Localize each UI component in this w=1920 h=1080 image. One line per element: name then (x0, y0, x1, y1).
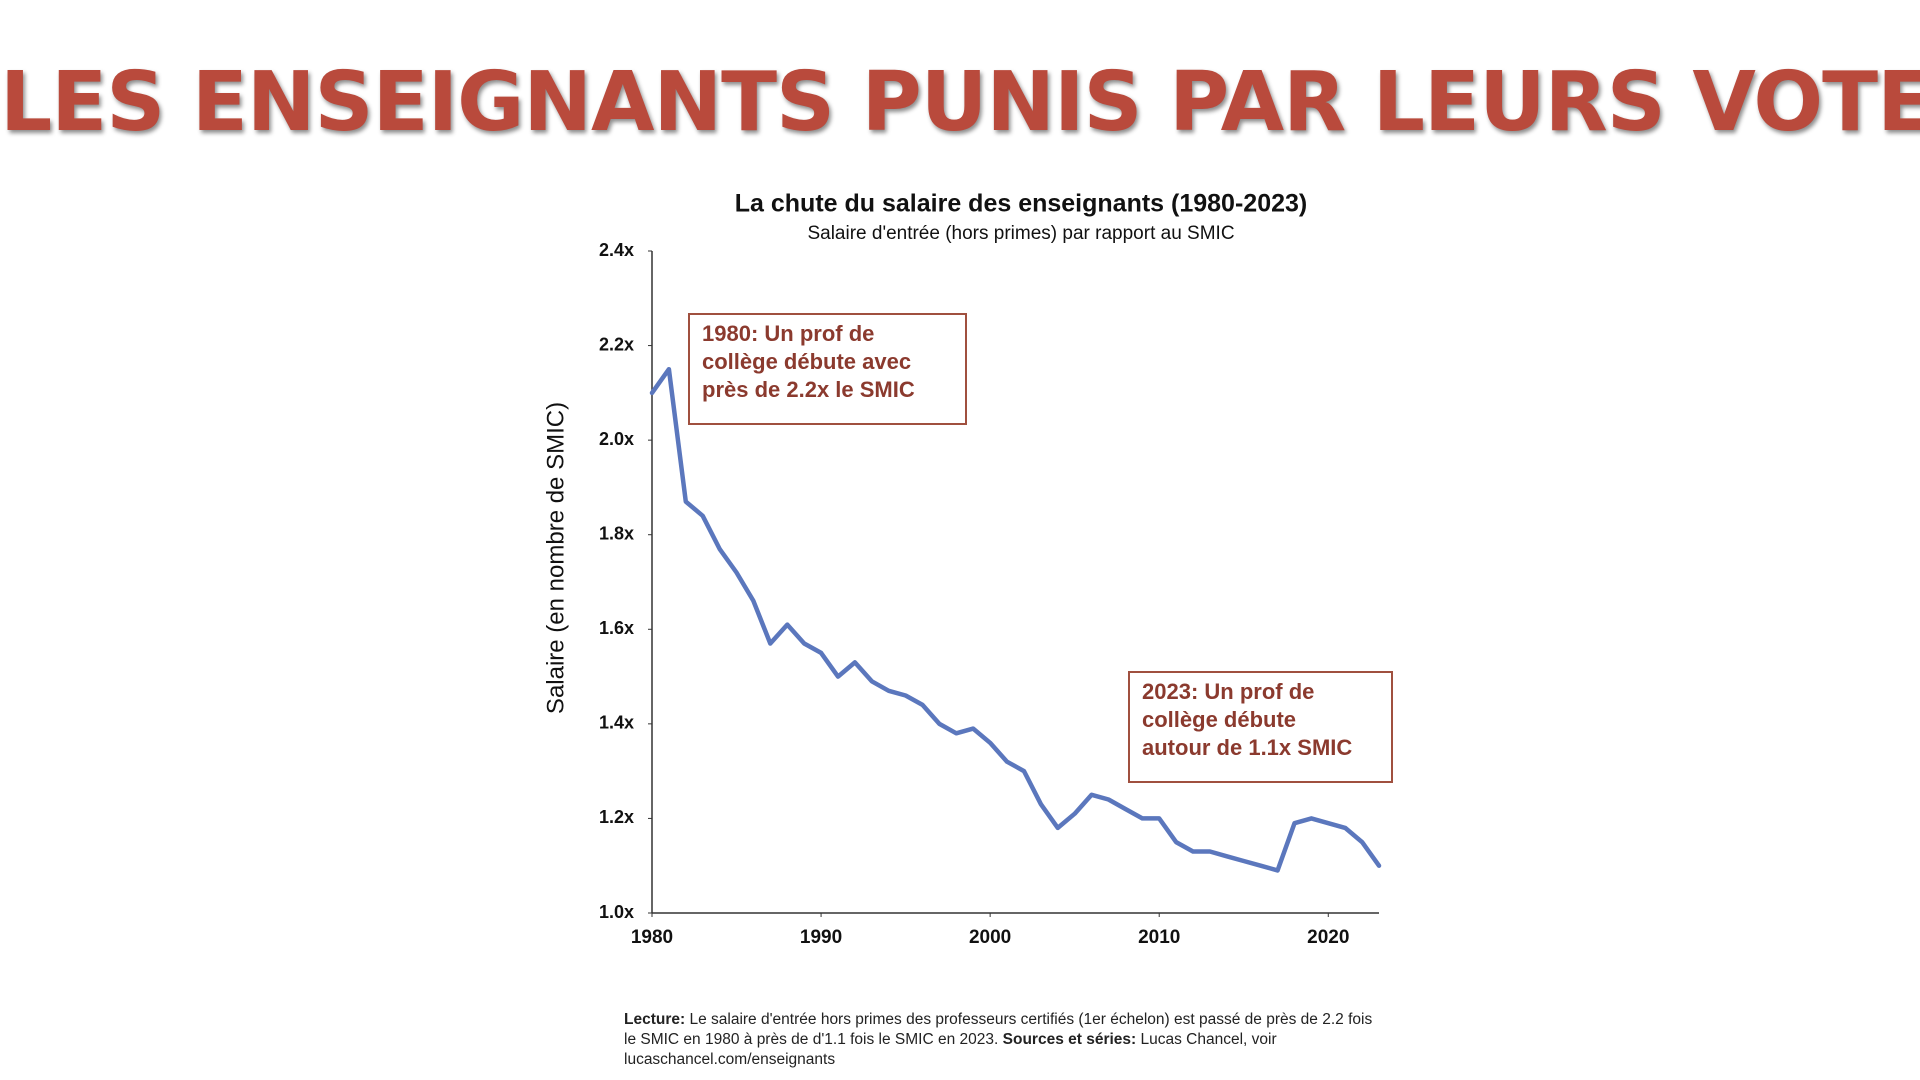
annotation-text: 1980: Un prof de (702, 321, 874, 346)
y-tick-label: 1.8x (599, 523, 634, 543)
sources-text: Lucas Chancel, voir lucaschancel.com/ens… (624, 1031, 1277, 1068)
annotation-text: collège débute avec (702, 349, 911, 374)
y-tick-label: 2.0x (599, 429, 634, 449)
annotation-box (1128, 671, 1393, 783)
data-line (649, 366, 1382, 873)
annotation-text: près de 2.2x le SMIC (702, 377, 915, 402)
note-label: Lecture: (624, 1011, 686, 1028)
x-tick-label: 1990 (800, 927, 842, 948)
y-tick-label: 2.4x (599, 240, 634, 260)
x-tick-label: 2020 (1307, 927, 1349, 948)
footnote: Lecture: Le salaire d'entrée hors primes… (624, 1010, 1384, 1070)
x-tick-label: 2000 (969, 927, 1011, 948)
note-text: Le salaire d'entrée hors primes des prof… (624, 1011, 1373, 1048)
y-tick-label: 1.6x (599, 618, 634, 638)
y-tick-label: 2.2x (599, 334, 634, 354)
chart: La chute du salaire des enseignants (198… (542, 190, 1393, 948)
annotation-text: 2023: Un prof de (1142, 679, 1314, 704)
sources-label: Sources et séries: (1002, 1031, 1137, 1048)
x-tick-label: 2010 (1138, 927, 1180, 948)
chart-title: La chute du salaire des enseignants (198… (735, 190, 1307, 218)
annotation-text: autour de 1.1x SMIC (1142, 735, 1352, 760)
chart-subtitle: Salaire d'entrée (hors primes) par rappo… (807, 223, 1234, 244)
x-tick-label: 1980 (631, 927, 673, 948)
annotation-box (688, 313, 967, 425)
page-title: LES ENSEIGNANTS PUNIS PAR LEURS VOTES (0, 55, 1920, 150)
y-tick-label: 1.4x (599, 713, 634, 733)
y-axis-label: Salaire (en nombre de SMIC) (542, 402, 569, 714)
y-tick-label: 1.2x (599, 807, 634, 827)
annotation-text: collège débute (1142, 707, 1296, 732)
y-tick-label: 1.0x (599, 902, 634, 922)
